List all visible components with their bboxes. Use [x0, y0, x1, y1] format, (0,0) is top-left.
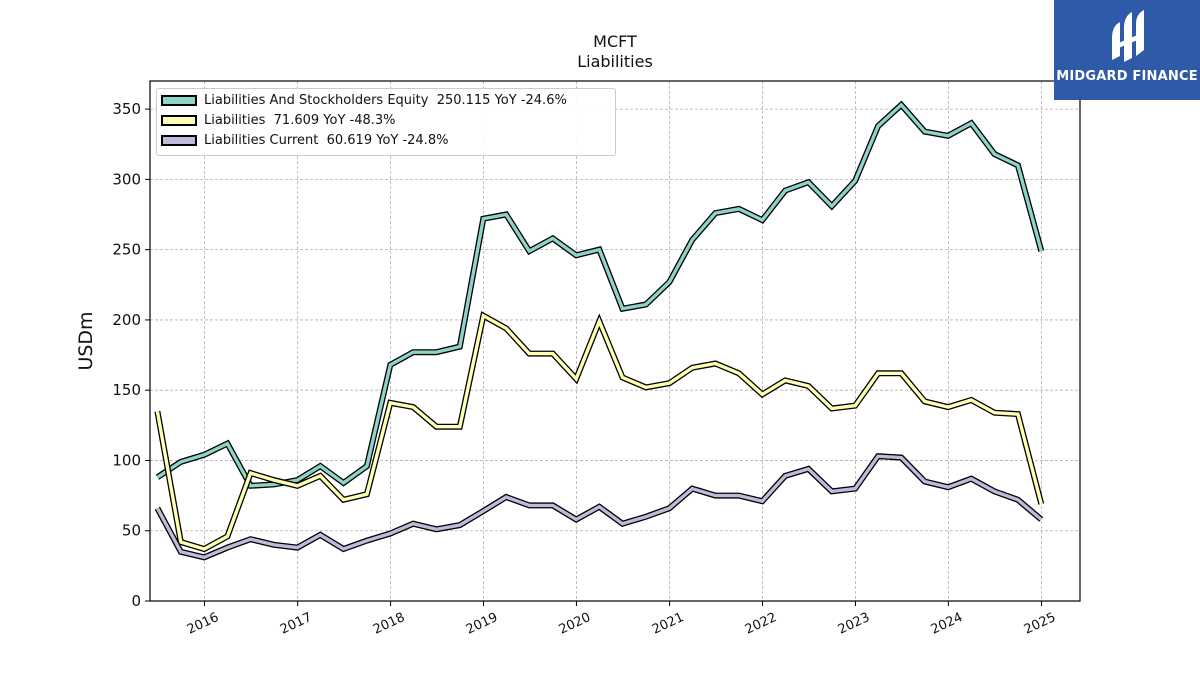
- series-line-1: [155, 313, 1043, 551]
- legend-label-liabilities: Liabilities 71.609 YoY -48.3%: [204, 113, 396, 128]
- series-line-2: [155, 454, 1043, 560]
- x-tick-label: 2020: [557, 610, 593, 638]
- x-tick-label: 2024: [929, 610, 965, 638]
- series-outline-1: [154, 311, 1045, 553]
- x-tick-label: 2022: [743, 610, 779, 638]
- brand-logo: MIDGARD FINANCE: [1054, 0, 1200, 100]
- legend-label-equity: Liabilities And Stockholders Equity 250.…: [204, 93, 567, 108]
- y-tick-label: 300: [112, 170, 141, 188]
- midgard-logo-icon: [1112, 10, 1144, 62]
- logo-text: MIDGARD FINANCE: [1056, 69, 1198, 84]
- plot-frame: [149, 80, 1081, 602]
- legend-swatch-equity: [161, 95, 197, 106]
- legend-item-current: Liabilities Current 60.619 YoY -24.8%: [157, 132, 613, 152]
- x-tick-label: 2016: [185, 610, 221, 638]
- chart-subtitle: Liabilities: [577, 52, 653, 71]
- x-tick-label: 2019: [464, 610, 500, 638]
- legend-item-equity: Liabilities And Stockholders Equity 250.…: [157, 92, 613, 112]
- legend-label-current: Liabilities Current 60.619 YoY -24.8%: [204, 133, 449, 148]
- x-tick-label: 2017: [278, 610, 314, 638]
- legend-swatch-current: [161, 135, 197, 146]
- x-tick-label: 2018: [371, 610, 407, 638]
- y-tick-label: 250: [112, 241, 141, 259]
- series-outline-0: [155, 100, 1045, 489]
- y-tick-label: 150: [112, 381, 141, 399]
- legend-swatch-liabilities: [161, 115, 197, 126]
- y-tick-label: 200: [112, 311, 141, 329]
- y-axis-label: USDm: [75, 311, 97, 370]
- legend-item-liabilities: Liabilities 71.609 YoY -48.3%: [157, 112, 613, 132]
- chart-legend: Liabilities And Stockholders Equity 250.…: [156, 88, 616, 156]
- y-tick-label: 100: [112, 451, 141, 469]
- x-tick-label: 2023: [836, 610, 872, 638]
- x-tick-label: 2021: [650, 610, 686, 638]
- chart-title: MCFT: [593, 32, 637, 51]
- series-line-0: [156, 102, 1043, 488]
- y-tick-label: 50: [122, 522, 141, 540]
- y-tick-label: 350: [112, 100, 141, 118]
- x-tick-label: 2025: [1022, 610, 1058, 638]
- y-tick-label: 0: [131, 592, 141, 610]
